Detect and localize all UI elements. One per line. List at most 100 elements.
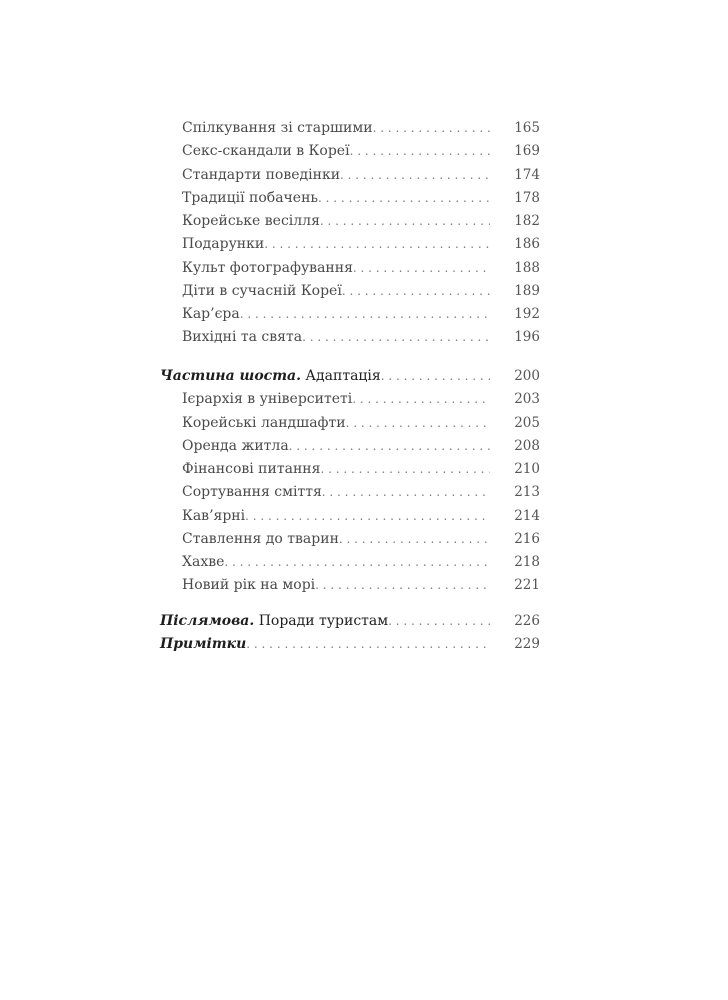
page-number: 213 [514, 484, 540, 501]
toc-entry[interactable]: Кав’ярні 214 [160, 505, 540, 528]
toc-entry-title: Хахве [182, 551, 224, 574]
entry-label: Хахве [182, 554, 225, 570]
entry-label: Кав’ярні [182, 507, 246, 524]
dot-leader [342, 280, 490, 303]
page-number: 192 [514, 306, 540, 322]
dot-leader [246, 633, 490, 656]
page-number: 196 [514, 329, 540, 346]
entry-label: Корейське весілля [182, 213, 320, 229]
dot-leader [352, 388, 490, 411]
entry-label: Поради туристам [254, 613, 389, 629]
toc-entry-title: Традиції побачень [182, 187, 318, 210]
page-number: 200 [514, 368, 540, 384]
toc-entry[interactable]: Примітки 229 [160, 633, 540, 656]
entry-label: Сортування сміття [182, 484, 322, 501]
toc-entry[interactable]: Подарунки 186 [160, 233, 540, 256]
toc-entry[interactable]: Ставлення до тварин 216 [160, 528, 540, 551]
toc-entry[interactable]: Післямова. Поради туристам 226 [160, 610, 540, 633]
dot-leader [289, 435, 490, 458]
entry-label: Спілкування зі старшими [182, 120, 373, 136]
toc-entry[interactable]: Ієрархія в університеті 203 [160, 388, 540, 411]
toc-entry[interactable]: Сортування сміття 213 [160, 481, 540, 504]
entry-label: Культ фотографування [182, 259, 353, 276]
page-number: 218 [514, 554, 540, 570]
dot-leader [318, 187, 490, 210]
toc-entry[interactable]: Культ фотографування 188 [160, 257, 540, 280]
toc-entry[interactable]: Корейські ландшафти 205 [160, 412, 540, 435]
dot-leader [302, 326, 490, 349]
page-number: 214 [514, 507, 540, 524]
toc-entry[interactable]: Стандарти поведінки 174 [160, 164, 540, 187]
toc-entry-title: Подарунки [182, 233, 264, 256]
dot-leader [245, 505, 490, 528]
toc-entry-title: Культ фотографування [182, 257, 353, 280]
entry-label: Ставлення до тварин [182, 530, 339, 547]
dot-leader [240, 303, 490, 326]
toc-entry-title: Корейське весілля [182, 210, 320, 233]
dot-leader [373, 117, 490, 140]
toc-entry[interactable]: Хахве 218 [160, 551, 540, 574]
dot-leader [264, 233, 490, 256]
dot-leader [381, 365, 490, 388]
entry-label: Адаптація [300, 368, 381, 384]
toc-entry-title: Спілкування зі старшими [182, 117, 373, 140]
page-number: 186 [514, 236, 540, 253]
entry-label: Стандарти поведінки [182, 166, 341, 183]
entry-label: Секс-скандали в Кореї [182, 143, 350, 160]
toc-entry-title: Діти в сучасній Кореї [182, 280, 342, 303]
page-number: 203 [514, 391, 540, 408]
toc-entry[interactable]: Діти в сучасній Кореї 189 [160, 280, 540, 303]
entry-label: Кар’єра [182, 306, 240, 322]
toc-entry[interactable]: Корейське весілля 182 [160, 210, 540, 233]
table-of-contents: Спілкування зі старшими 165 Секс-скандали … [160, 117, 540, 657]
entry-label: Традиції побачень [182, 189, 319, 206]
entry-label-italic: Частина шоста. [160, 368, 301, 384]
toc-entry[interactable]: Кар’єра 192 [160, 303, 540, 326]
toc-entry-title: Частина шоста. Адаптація [160, 365, 381, 388]
toc-entry[interactable]: Вихідні та свята 196 [160, 326, 540, 349]
dot-leader [322, 481, 490, 504]
dot-leader [388, 610, 490, 633]
entry-label-italic: Післямова. [160, 613, 255, 629]
page-number: 229 [514, 636, 540, 653]
toc-entry[interactable]: Спілкування зі старшими 165 [160, 117, 540, 140]
toc-entry-title: Примітки [160, 633, 246, 656]
toc-entry[interactable]: Новий рік на морі 221 [160, 574, 540, 597]
page-number: 210 [514, 461, 540, 477]
entry-label: Подарунки [182, 236, 265, 253]
entry-label: Фінансові питання [182, 461, 321, 477]
page-number: 165 [514, 120, 540, 136]
toc-entry[interactable]: Секс-скандали в Кореї 169 [160, 140, 540, 163]
entry-label: Діти в сучасній Кореї [182, 282, 342, 299]
page-number: 182 [514, 213, 540, 229]
entry-label-italic: Примітки [160, 636, 247, 653]
page-number: 169 [514, 143, 540, 160]
toc-entry[interactable]: Традиції побачень 178 [160, 187, 540, 210]
entry-label: Новий рік на морі [182, 577, 316, 594]
dot-leader [339, 528, 490, 551]
toc-entry-title: Фінансові питання [182, 458, 320, 481]
toc-entry-title: Вихідні та свята [182, 326, 302, 349]
dot-leader [346, 412, 490, 435]
entry-label: Вихідні та свята [182, 329, 303, 346]
toc-entry[interactable]: Частина шоста. Адаптація 200 [160, 365, 540, 388]
page-number: 221 [514, 577, 540, 594]
toc-entry[interactable]: Оренда житла 208 [160, 435, 540, 458]
dot-leader [320, 210, 490, 233]
toc-entry-title: Ставлення до тварин [182, 528, 339, 551]
page-number: 174 [514, 166, 540, 183]
toc-entry-title: Оренда житла [182, 435, 289, 458]
page-number: 188 [514, 259, 540, 276]
toc-entry-title: Кар’єра [182, 303, 240, 326]
toc-entry-title: Кав’ярні [182, 505, 245, 528]
page-number: 226 [514, 613, 540, 629]
dot-leader [224, 551, 490, 574]
toc-entry-title: Післямова. Поради туристам [160, 610, 388, 633]
toc-entry[interactable]: Фінансові питання 210 [160, 458, 540, 481]
entry-label: Ієрархія в університеті [182, 391, 353, 408]
entry-label: Оренда житла [182, 437, 289, 454]
page-number: 216 [514, 530, 540, 547]
page-number: 205 [514, 414, 540, 431]
toc-entry-title: Ієрархія в університеті [182, 388, 352, 411]
toc-entry-title: Корейські ландшафти [182, 412, 346, 435]
